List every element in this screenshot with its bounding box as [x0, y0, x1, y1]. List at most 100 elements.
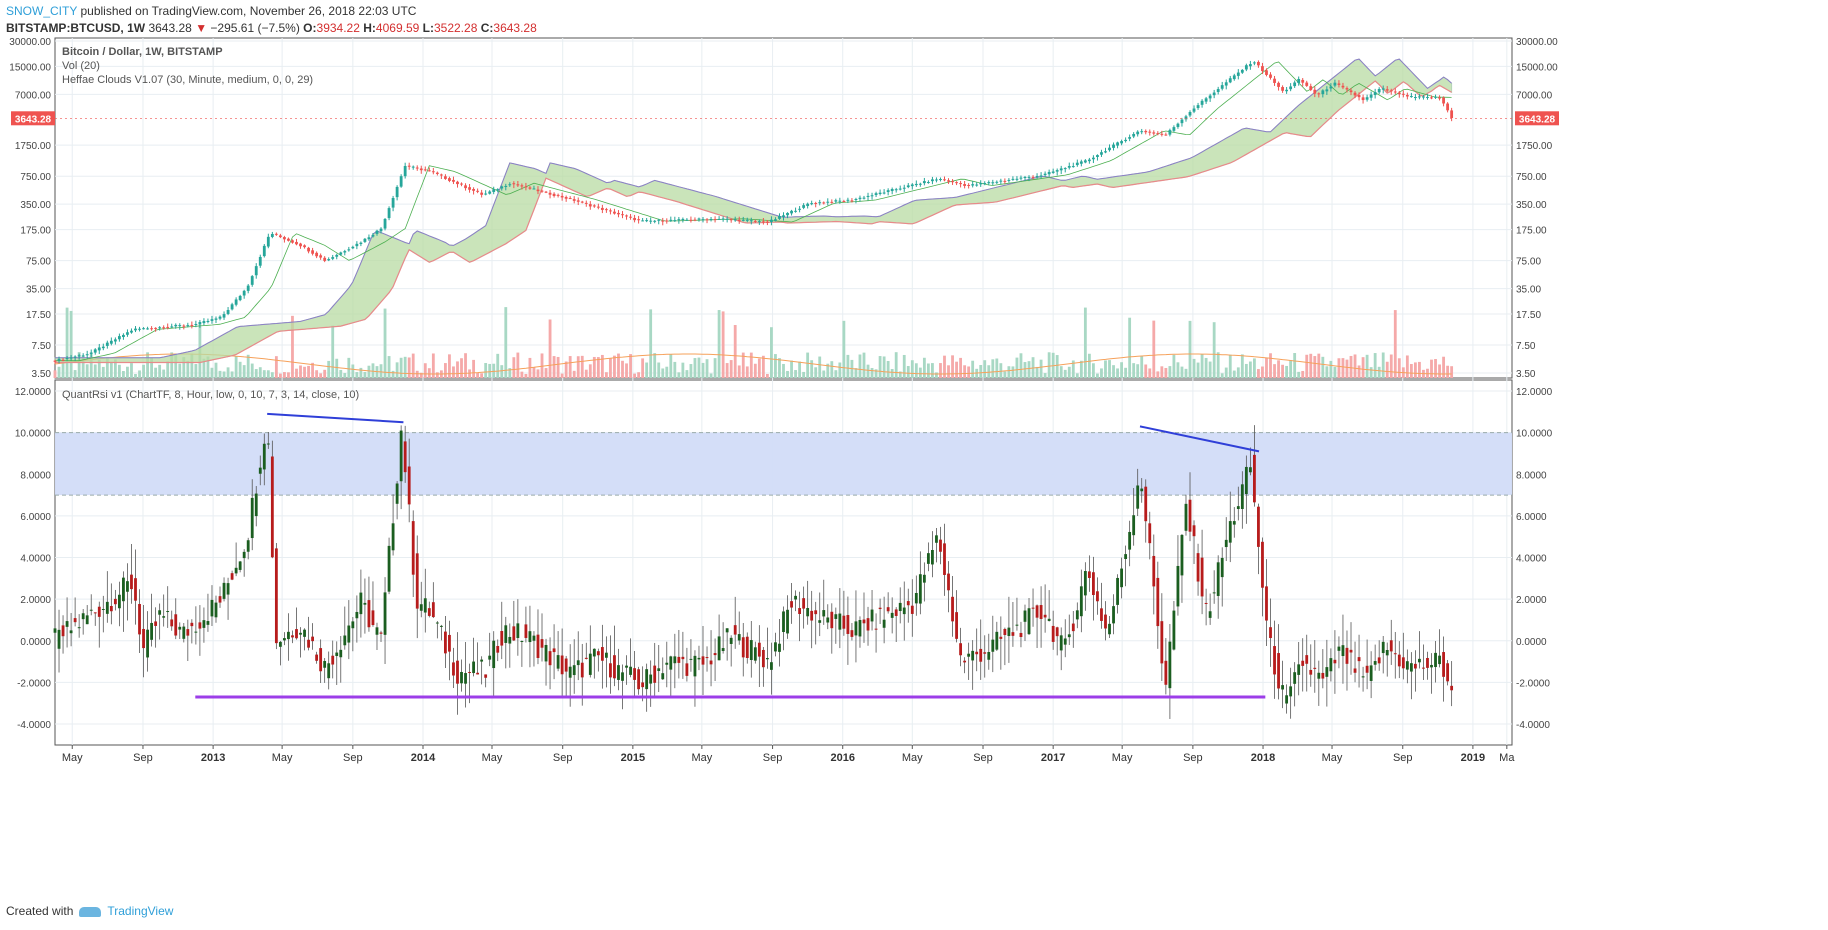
rsi-candle: [379, 632, 383, 634]
volume-bar: [53, 370, 57, 378]
tradingview-logo-icon[interactable]: [79, 906, 102, 917]
volume-bar: [741, 352, 745, 378]
rsi-candle: [1128, 531, 1132, 550]
price-candle: [142, 328, 145, 330]
volume-bar: [838, 362, 842, 378]
rsi-candle: [596, 651, 600, 656]
rsi-candle: [870, 609, 874, 622]
rsi-candle: [1269, 627, 1272, 639]
tradingview-link[interactable]: TradingView: [107, 904, 174, 918]
rsi-candle: [1196, 553, 1200, 582]
volume-bar: [870, 368, 874, 378]
price-candle: [444, 176, 447, 179]
volume-bar: [637, 372, 641, 378]
rsi-candle: [435, 622, 439, 624]
price-candle: [1418, 96, 1421, 98]
volume-bar: [93, 364, 97, 378]
rsi-candle: [1317, 672, 1321, 679]
rsi-candle: [661, 673, 665, 680]
price-candle: [967, 184, 971, 186]
volume-bar: [1253, 358, 1256, 378]
rsi-candle: [645, 669, 649, 690]
rsi-candle: [979, 648, 983, 662]
rsi-candle: [564, 658, 568, 672]
volume-bar: [798, 361, 802, 378]
volume-bar: [367, 365, 371, 378]
volume-bar: [794, 370, 797, 378]
rsi-candle: [1087, 571, 1091, 578]
rsi-tick-label-right: 10.0000: [1516, 429, 1553, 440]
price-candle: [198, 322, 202, 325]
rsi-candle: [1228, 521, 1232, 543]
price-candle: [407, 165, 411, 167]
price-candle: [291, 240, 294, 243]
price-candle: [1116, 142, 1119, 146]
price-candle: [307, 247, 310, 252]
rsi-candle: [1100, 608, 1103, 621]
price-candle: [617, 212, 620, 215]
price-candle: [653, 220, 657, 222]
price-candle: [935, 179, 938, 181]
price-candle: [323, 257, 327, 261]
rsi-candle: [1393, 653, 1397, 655]
volume-bar: [343, 373, 347, 378]
change-down-icon: ▼: [195, 21, 208, 35]
price-candle: [637, 219, 641, 221]
price-candle: [262, 245, 266, 257]
rsi-candle: [254, 493, 258, 517]
rsi-candle: [1035, 605, 1039, 618]
divergence-trendline: [267, 412, 404, 424]
volume-bar: [222, 371, 226, 378]
price-candle: [689, 219, 693, 221]
price-candle: [391, 198, 395, 208]
rsi-candle: [1144, 486, 1148, 522]
price-candle: [609, 210, 612, 212]
volume-bar: [134, 373, 137, 378]
rsi-candle: [1418, 658, 1421, 663]
volume-bar: [886, 360, 890, 378]
price-candle: [89, 352, 93, 354]
rsi-candle: [1212, 592, 1216, 594]
rsi-candle: [649, 674, 653, 684]
volume-bar: [57, 366, 61, 378]
volume-bar: [1087, 353, 1091, 378]
rsi-tick-label-right: -2.0000: [1516, 678, 1550, 689]
price-candle: [1353, 92, 1357, 96]
rsi-candle: [222, 582, 226, 599]
price-candle: [604, 209, 608, 211]
rsi-candle: [431, 602, 435, 618]
rsi-candle: [983, 652, 987, 654]
volume-bar: [287, 372, 290, 378]
price-candle: [375, 230, 379, 234]
rsi-candle: [359, 592, 363, 615]
price-tick-label-left: 7.50: [32, 341, 52, 352]
volume-bar: [122, 371, 125, 378]
volume-bar: [1434, 359, 1437, 378]
rsi-candle: [1329, 658, 1333, 672]
price-candle: [669, 219, 673, 221]
price-candle: [1289, 86, 1293, 90]
price-candle: [552, 193, 556, 196]
price-candle: [600, 207, 604, 210]
price-candle: [170, 326, 174, 328]
volume-bar: [822, 370, 826, 378]
rsi-candle: [753, 647, 757, 661]
volume-bar: [1265, 357, 1268, 378]
rsi-candle: [568, 666, 572, 678]
author-link[interactable]: SNOW_CITY: [6, 4, 78, 18]
price-candle: [987, 182, 991, 184]
rsi-candle: [733, 625, 737, 635]
rsi-candle: [407, 466, 411, 505]
price-candle: [258, 256, 262, 266]
price-candle: [721, 218, 725, 220]
volume-bar: [955, 361, 958, 378]
volume-bar: [826, 363, 830, 378]
price-candle: [1071, 166, 1075, 168]
rsi-candle: [480, 659, 484, 662]
rsi-candle: [105, 601, 109, 614]
price-candle: [113, 339, 117, 342]
volume-bar: [1132, 363, 1136, 378]
rsi-candle: [1168, 641, 1172, 689]
price-candle: [93, 349, 97, 353]
